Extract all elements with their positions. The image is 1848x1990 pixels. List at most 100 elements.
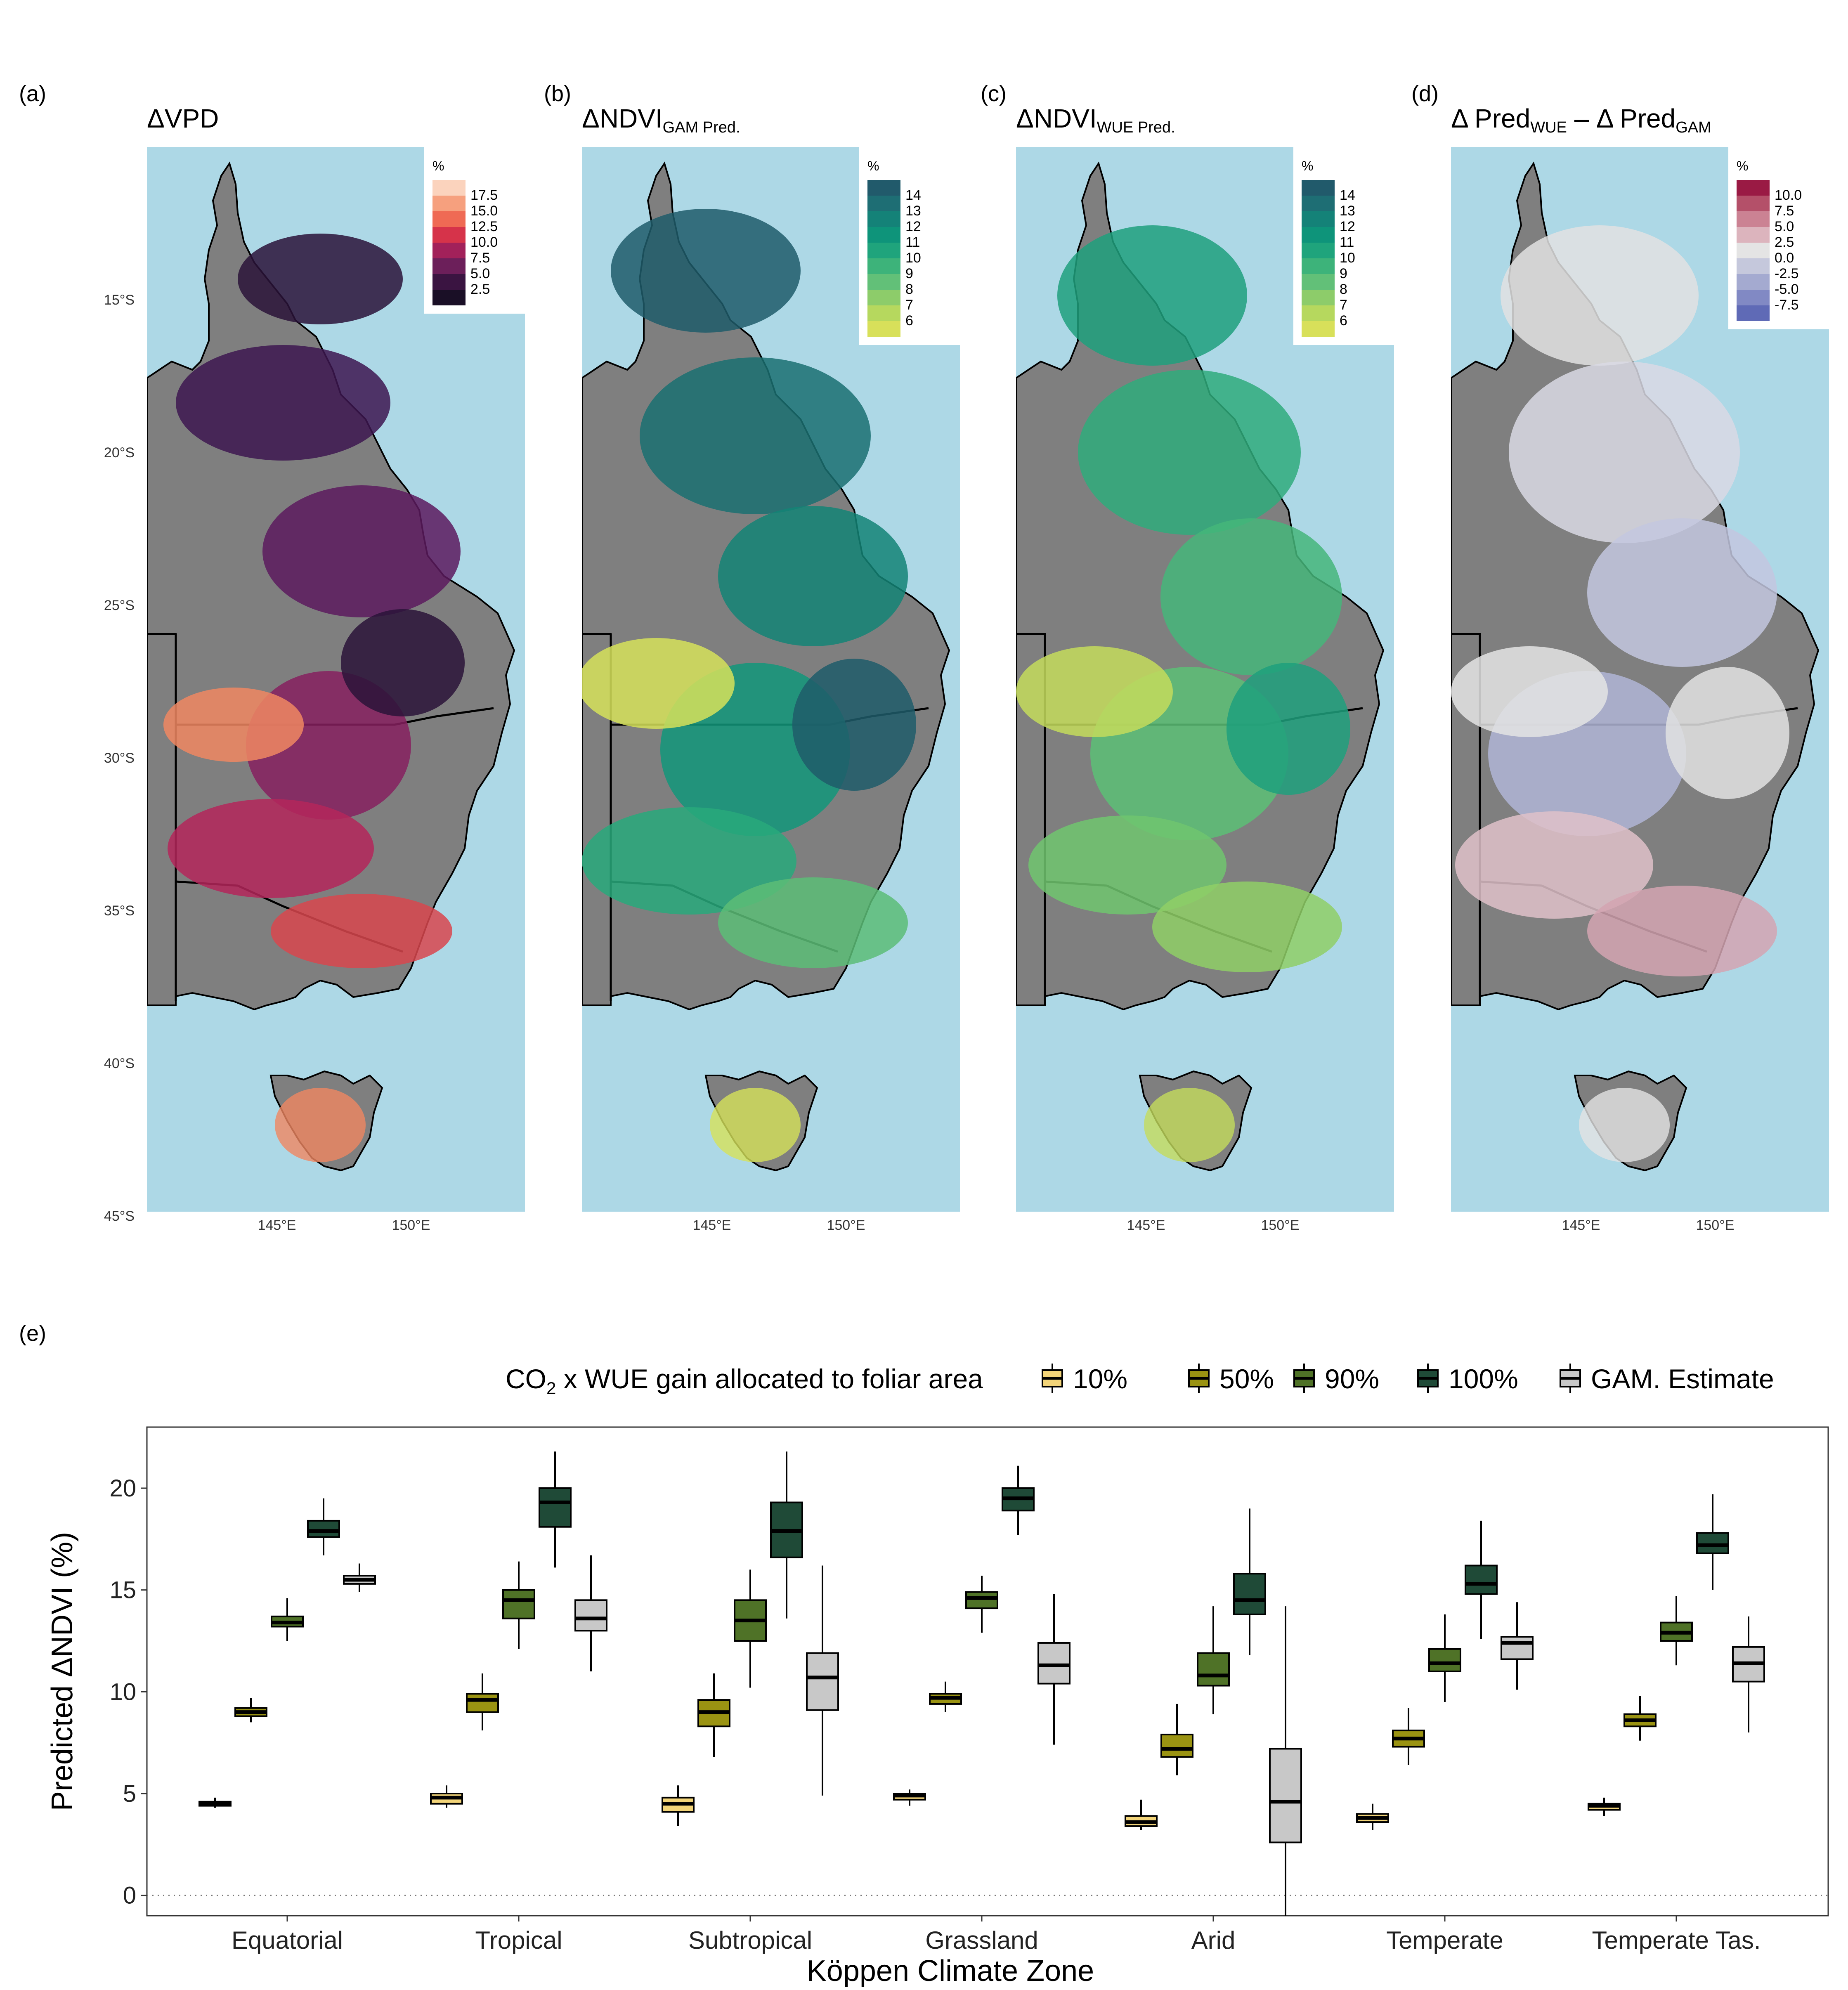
legend-label: 50% — [1219, 1364, 1274, 1394]
panel-c-legend-swatch — [1302, 274, 1335, 290]
legend-title-sub: 2 — [546, 1378, 556, 1398]
x-tick-label: Equatorial — [232, 1926, 343, 1954]
panel-c-legend-label: 9 — [1340, 266, 1347, 281]
panel-c-legend-label: 10 — [1340, 250, 1355, 266]
panel-d-legend-unit: % — [1737, 158, 1749, 173]
boxplot-chart: CO2 x WUE gain allocated to foliar area 1… — [46, 1364, 1829, 1988]
panel-b-legend-swatch — [867, 180, 900, 196]
panel-c-legend-unit: % — [1302, 158, 1314, 173]
box-iqr — [307, 1520, 340, 1538]
panel-d-legend-label: 0.0 — [1775, 250, 1794, 266]
panel-c-legend-label: 8 — [1340, 281, 1347, 297]
panel-b-data-region — [582, 638, 735, 729]
latitude-tick-label: 30°S — [104, 750, 135, 766]
panel-b-legend-swatch — [867, 243, 900, 258]
panel-b-data-region — [582, 807, 796, 915]
panel-c-map-canvas — [1016, 161, 1385, 1172]
latitude-tick-label: 35°S — [104, 903, 135, 919]
panel-a-data-region — [271, 894, 452, 968]
panel-b-data-region — [718, 877, 908, 968]
box-iqr — [1197, 1652, 1230, 1687]
box-iqr — [1696, 1532, 1729, 1554]
panel-c-title-main: ΔNDVI — [1016, 104, 1097, 133]
box-gam-estimate-tropical — [574, 1555, 607, 1671]
x-tick-label: Temperate — [1386, 1926, 1503, 1954]
panel-a-legend-swatch — [432, 243, 466, 258]
longitude-tick-label: 150°E — [392, 1217, 430, 1233]
panel-a-data-region — [176, 345, 390, 461]
box-90--temperate — [1428, 1614, 1461, 1702]
legend-label: 10% — [1073, 1364, 1127, 1394]
panel-a-data-region — [238, 234, 403, 324]
box-50--subtropical — [697, 1673, 730, 1757]
panel-d-data-region — [1451, 646, 1608, 737]
panel-b-legend-swatch — [867, 196, 900, 211]
box-90--subtropical — [734, 1569, 767, 1688]
box-iqr — [1233, 1573, 1266, 1615]
box-50--equatorial — [234, 1698, 267, 1723]
legend-title: CO2 x WUE gain allocated to foliar area — [506, 1364, 983, 1398]
panel-c-title-sub: WUE Pred. — [1097, 119, 1175, 136]
panel-a-map-canvas — [147, 161, 515, 1172]
box-iqr — [1501, 1636, 1534, 1660]
box-iqr — [965, 1591, 998, 1609]
panel-b-legend-unit: % — [867, 158, 879, 173]
panel-b-legend: % 14 13 12 11 10 9 8 7 6 — [859, 147, 960, 345]
chart-axes: 0 5 10 15 20 Predicted ΔNDVI (%) Köppen Climat… — [46, 1426, 1829, 1988]
latitude-tick-label: 25°S — [104, 598, 135, 613]
panel-b-tas-data-region — [710, 1088, 801, 1162]
box-iqr — [1160, 1733, 1193, 1758]
chart-boxes — [199, 1451, 1765, 1916]
panel-a-data-region — [163, 688, 304, 762]
panel-d-legend-label: -5.0 — [1775, 281, 1799, 297]
panel-a-legend-swatch — [432, 290, 466, 305]
panel-d-legend-swatch — [1737, 258, 1770, 274]
panel-a-map — [147, 147, 525, 1212]
box-90--arid — [1197, 1606, 1230, 1714]
panel-c-legend-swatch — [1302, 227, 1335, 243]
box-iqr — [1465, 1565, 1498, 1595]
plot-area — [146, 1426, 1829, 1917]
box-100--arid — [1233, 1508, 1266, 1655]
panel-d-map-canvas — [1451, 161, 1820, 1172]
panel-b-legend-label: 7 — [905, 297, 913, 313]
panel-b-map-canvas — [582, 161, 950, 1172]
panel-d-legend-swatch — [1737, 227, 1770, 243]
panel-b-title: ΔNDVIGAM Pred. — [582, 103, 740, 137]
panel-a-title: ΔVPD — [147, 103, 219, 134]
panel-a-legend-swatch — [432, 211, 466, 227]
legend-title-post: x WUE gain allocated to foliar area — [556, 1364, 983, 1394]
panel-c-legend-swatch — [1302, 243, 1335, 258]
box-gam-estimate-equatorial — [343, 1563, 376, 1592]
panel-d-letter: (d) — [1411, 81, 1439, 106]
box-50--grassland — [929, 1681, 962, 1712]
panel-a-legend-swatch — [432, 227, 466, 243]
panel-c-data-region — [1152, 882, 1342, 972]
longitude-tick-label: 145°E — [692, 1217, 731, 1233]
panel-b-legend-label: 6 — [905, 313, 913, 329]
panel-b-data-region — [792, 659, 916, 791]
box-10--temperate-tas- — [1588, 1797, 1621, 1816]
box-10--tropical — [430, 1785, 463, 1808]
panel-c-legend-label: 13 — [1340, 203, 1355, 219]
box-90--equatorial — [271, 1598, 304, 1641]
panel-a-legend-swatch — [432, 196, 466, 211]
panel-c-tas-data-region — [1144, 1088, 1235, 1162]
y-tick-label: 15 — [109, 1577, 136, 1604]
panel-d-data-region — [1587, 518, 1777, 667]
panel-d-legend-label: -7.5 — [1775, 297, 1799, 313]
panel-d-data-region — [1666, 667, 1789, 799]
y-tick-label: 10 — [109, 1678, 136, 1705]
legend-label: 90% — [1325, 1364, 1379, 1394]
panel-b-legend-swatch — [867, 227, 900, 243]
panel-b-legend-swatch — [867, 211, 900, 227]
panel-a-data-region — [168, 799, 374, 898]
panel-b-legend-label: 14 — [905, 187, 921, 203]
longitude-tick-label: 150°E — [1261, 1217, 1300, 1233]
box-iqr — [806, 1652, 839, 1711]
panel-d-legend-swatch — [1737, 180, 1770, 196]
panel-d-data-region — [1509, 362, 1740, 543]
legend-label: 100% — [1449, 1364, 1518, 1394]
panel-d-legend-label: 5.0 — [1775, 219, 1794, 234]
box-10--subtropical — [662, 1785, 695, 1826]
